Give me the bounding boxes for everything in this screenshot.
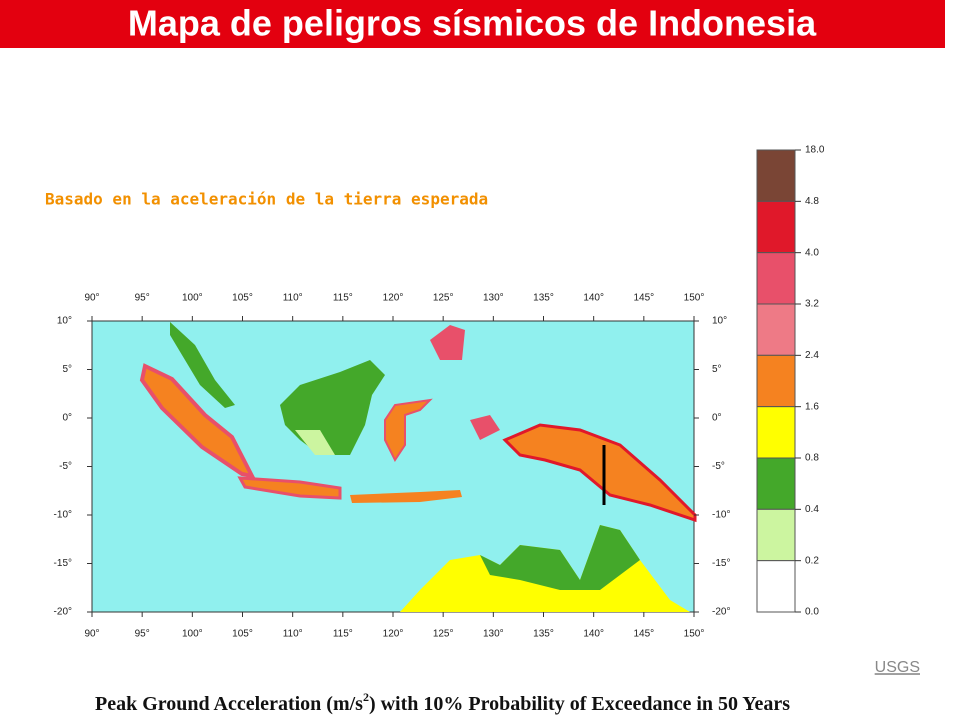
legend-label: 3.2 xyxy=(805,299,819,310)
lat-label: -20° xyxy=(712,607,730,618)
legend-label: 18.0 xyxy=(805,145,825,156)
legend-label: 2.4 xyxy=(805,350,819,361)
legend-swatch xyxy=(756,406,796,459)
nusa-tenggara xyxy=(350,490,462,503)
lon-label: 105° xyxy=(232,293,253,304)
lat-label: 10° xyxy=(712,316,727,327)
caption-text: ) with 10% Probability of Exceedance in … xyxy=(369,693,790,715)
lon-label: 110° xyxy=(283,293,303,304)
lon-label: 95° xyxy=(135,293,150,304)
subtitle: Basado en la aceleración de la tierra es… xyxy=(45,190,488,209)
lon-label: 130° xyxy=(483,629,504,640)
moluccas xyxy=(470,415,500,440)
legend-label: 4.0 xyxy=(805,247,819,258)
lon-label: 115° xyxy=(333,629,353,640)
lon-label: 90° xyxy=(84,629,99,640)
australia-north xyxy=(480,525,640,590)
legend-label: 4.8 xyxy=(805,196,819,207)
lon-label: 100° xyxy=(182,293,203,304)
legend-label: 1.6 xyxy=(805,401,819,412)
caption-text: Peak Ground Acceleration (m/s xyxy=(95,693,363,715)
lon-label: 120° xyxy=(383,293,404,304)
legend: 18.0 4.8 4.0 3.2 2.4 1.6 0.8 0.4 0.2 0.0 xyxy=(756,145,825,618)
lon-label: 95° xyxy=(135,629,150,640)
lon-label: 140° xyxy=(583,629,604,640)
new-guinea xyxy=(502,423,697,523)
lat-label: -10° xyxy=(54,510,72,521)
legend-swatch xyxy=(756,457,796,510)
title: Mapa de peligros sísmicos de Indonesia xyxy=(128,3,817,44)
lon-label: 115° xyxy=(333,293,353,304)
lon-label: 105° xyxy=(232,629,253,640)
lon-label: 120° xyxy=(383,629,404,640)
malay-peninsula xyxy=(170,322,235,408)
legend-swatch xyxy=(756,252,796,305)
title-bar xyxy=(0,0,945,48)
lat-label: -15° xyxy=(54,558,72,569)
lat-label: 10° xyxy=(57,316,72,327)
lat-label: 5° xyxy=(712,364,722,375)
lon-label: 130° xyxy=(483,293,504,304)
lon-label: 100° xyxy=(182,629,203,640)
lon-label: 125° xyxy=(433,629,454,640)
sumatra xyxy=(139,363,256,479)
legend-swatch xyxy=(756,200,796,254)
lat-label: -15° xyxy=(712,558,730,569)
borneo-low xyxy=(295,430,335,455)
legend-label: 0.8 xyxy=(805,453,819,464)
lon-label: 150° xyxy=(684,293,705,304)
lat-label: 0° xyxy=(62,413,72,424)
java xyxy=(237,476,342,500)
legend-swatch xyxy=(756,303,796,356)
lat-label: 0° xyxy=(712,413,722,424)
lat-label: -5° xyxy=(59,461,72,472)
map xyxy=(91,320,697,613)
lat-label: -20° xyxy=(54,607,72,618)
legend-label: 0.2 xyxy=(805,555,819,566)
lon-label: 110° xyxy=(283,629,303,640)
lon-label: 145° xyxy=(633,293,654,304)
lon-label: 90° xyxy=(84,293,99,304)
legend-swatch xyxy=(756,508,796,562)
legend-swatch xyxy=(756,354,796,408)
caption-sup: 2 xyxy=(363,690,369,704)
legend-label: 0.0 xyxy=(805,607,819,618)
sulawesi xyxy=(384,398,433,462)
caption: Peak Ground Acceleration (m/s2) with 10%… xyxy=(95,690,790,715)
lat-label: -10° xyxy=(712,510,730,521)
legend-swatch xyxy=(756,560,796,613)
credit-link[interactable]: USGS xyxy=(875,659,920,676)
lon-label: 135° xyxy=(533,293,554,304)
lon-label: 150° xyxy=(684,629,705,640)
legend-label: 0.4 xyxy=(805,504,819,515)
lat-label: -5° xyxy=(712,461,725,472)
lon-label: 135° xyxy=(533,629,554,640)
mindanao xyxy=(430,325,465,360)
lat-label: 5° xyxy=(62,364,72,375)
lon-label: 140° xyxy=(583,293,604,304)
legend-swatch xyxy=(756,149,796,202)
lon-label: 145° xyxy=(633,629,654,640)
lon-label: 125° xyxy=(433,293,454,304)
